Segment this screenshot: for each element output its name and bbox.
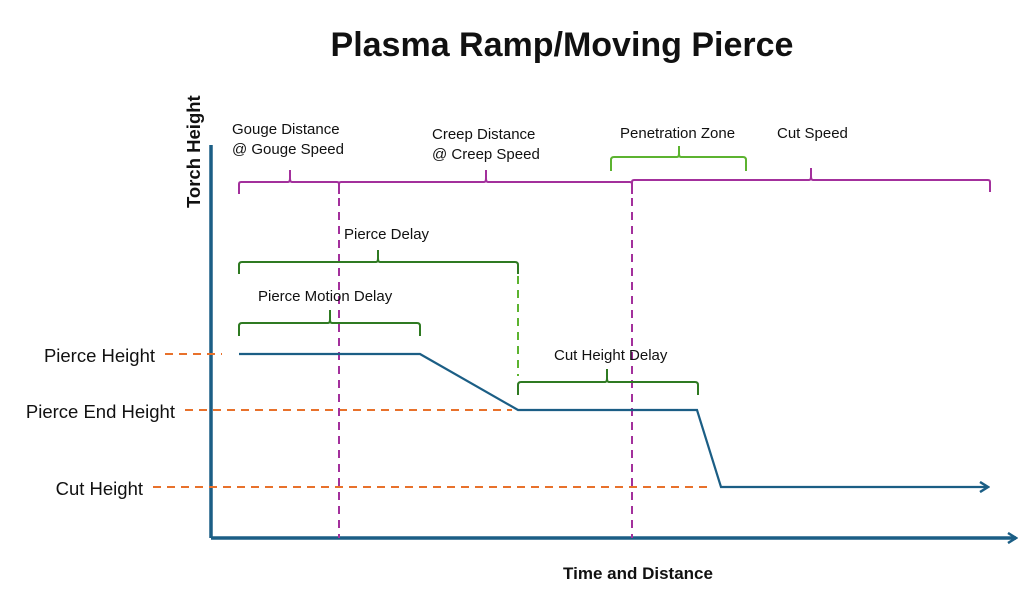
creep-distance-brace xyxy=(338,170,633,194)
cut-height-delay-label: Cut Height Delay xyxy=(554,347,668,364)
diagram-title: Plasma Ramp/Moving Pierce xyxy=(331,26,794,64)
x-axis-label: Time and Distance xyxy=(563,564,713,583)
cut-height-delay-brace xyxy=(517,369,699,395)
cut-speed-brace xyxy=(631,168,991,192)
pierce-delay-brace xyxy=(238,250,519,274)
torch-height-profile xyxy=(239,352,988,487)
pierce-motion-delay-brace xyxy=(238,310,421,336)
creep-speed-label: @ Creep Speed xyxy=(432,146,540,163)
creep-distance-label: Creep Distance xyxy=(432,126,535,143)
pierce-motion-delay-label: Pierce Motion Delay xyxy=(258,288,393,305)
penetration-zone-brace xyxy=(610,146,747,171)
cut-speed-label: Cut Speed xyxy=(777,125,848,142)
cut-height-label: Cut Height xyxy=(56,478,143,499)
pierce-end-height-label: Pierce End Height xyxy=(26,401,175,422)
gouge-distance-brace xyxy=(238,170,340,194)
penetration-zone-label: Penetration Zone xyxy=(620,125,735,142)
gouge-speed-label: @ Gouge Speed xyxy=(232,141,344,158)
y-axis-label: Torch Height xyxy=(183,95,204,208)
gouge-distance-label: Gouge Distance xyxy=(232,121,340,138)
pierce-delay-label: Pierce Delay xyxy=(344,226,430,243)
pierce-height-label: Pierce Height xyxy=(44,345,155,366)
